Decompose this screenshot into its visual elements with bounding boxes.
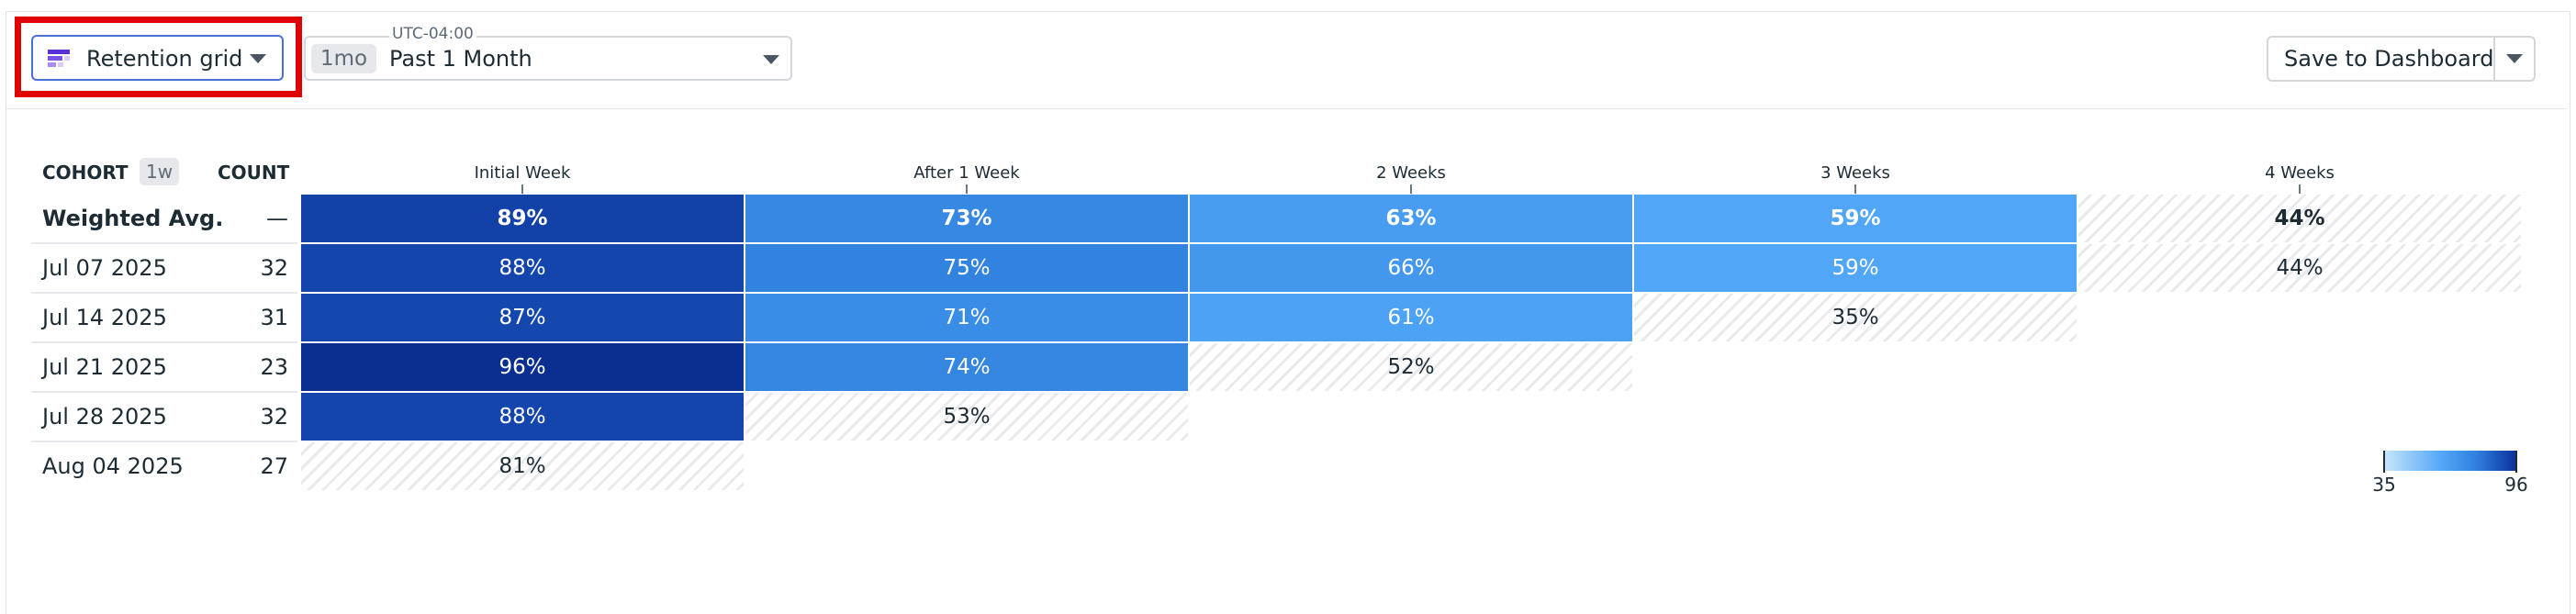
- retention-cell[interactable]: 44%: [2078, 244, 2521, 292]
- visualization-select[interactable]: Retention grid: [31, 35, 284, 81]
- time-range-badge: 1mo: [311, 44, 377, 73]
- retention-cell[interactable]: 96%: [301, 343, 744, 391]
- save-separator: [2493, 38, 2495, 80]
- save-label: Save to Dashboard: [2284, 46, 2494, 72]
- save-button-group: Save to Dashboard: [2267, 36, 2536, 82]
- column-tick: [1854, 184, 1856, 194]
- column-tick: [2299, 184, 2301, 194]
- save-to-dashboard-button[interactable]: Save to Dashboard: [2268, 38, 2493, 80]
- time-range-select[interactable]: 1mo Past 1 Month: [304, 36, 792, 81]
- cohort-count: 27: [260, 453, 288, 479]
- cohort-count: —: [266, 206, 288, 231]
- retention-cell[interactable]: 59%: [1634, 244, 2077, 292]
- retention-cell[interactable]: 87%: [301, 294, 744, 341]
- cohort-label: Aug 04 2025: [42, 453, 184, 479]
- retention-cell[interactable]: 75%: [745, 244, 1188, 292]
- column-header: Initial Week: [474, 163, 571, 183]
- period-badge[interactable]: 1w: [140, 158, 180, 185]
- row-separator: [31, 341, 297, 343]
- legend-min-label: 35: [2372, 474, 2396, 496]
- toolbar-divider: [6, 108, 2568, 109]
- row-separator: [31, 391, 297, 393]
- count-header: COUNT: [218, 162, 290, 184]
- cohort-label: Jul 21 2025: [42, 354, 167, 380]
- cohort-label: Jul 07 2025: [42, 255, 167, 281]
- column-tick: [966, 184, 968, 194]
- column-header: 4 Weeks: [2265, 163, 2335, 183]
- row-separator: [31, 292, 297, 294]
- color-legend-bar: [2383, 451, 2517, 471]
- legend-max-label: 96: [2504, 474, 2528, 496]
- cohort-count: 32: [260, 404, 288, 430]
- retention-cell[interactable]: 44%: [2078, 195, 2521, 242]
- column-tick: [521, 184, 523, 194]
- highlight-box: [15, 17, 302, 97]
- retention-cell[interactable]: 35%: [1634, 294, 2077, 341]
- time-range-label: Past 1 Month: [389, 46, 532, 72]
- retention-cell[interactable]: 52%: [1190, 343, 1632, 391]
- chevron-down-icon: [763, 55, 779, 64]
- retention-cell[interactable]: 59%: [1634, 195, 2077, 242]
- cohort-header: COHORT: [42, 162, 129, 184]
- retention-cell[interactable]: 63%: [1190, 195, 1632, 242]
- legend-min-tick: [2383, 451, 2385, 473]
- column-header: After 1 Week: [913, 163, 1020, 183]
- retention-cell[interactable]: 88%: [301, 393, 744, 441]
- retention-cell[interactable]: 81%: [301, 442, 744, 490]
- row-separator: [31, 441, 297, 442]
- column-header: 2 Weeks: [1376, 163, 1446, 183]
- timezone-label: UTC-04:00: [389, 25, 476, 43]
- cohort-count: 31: [260, 305, 288, 330]
- visualization-label: Retention grid: [86, 46, 243, 72]
- retention-cell[interactable]: 73%: [745, 195, 1188, 242]
- retention-cell[interactable]: 88%: [301, 244, 744, 292]
- retention-cell[interactable]: 66%: [1190, 244, 1632, 292]
- save-options-button[interactable]: [2495, 38, 2534, 80]
- retention-grid-icon: [48, 50, 70, 67]
- chevron-down-icon: [250, 54, 266, 63]
- retention-cell[interactable]: 89%: [301, 195, 744, 242]
- row-separator: [31, 242, 297, 244]
- retention-cell[interactable]: 74%: [745, 343, 1188, 391]
- legend-max-tick: [2515, 451, 2517, 473]
- cohort-label: Jul 14 2025: [42, 305, 167, 330]
- cohort-count: 23: [260, 354, 288, 380]
- retention-cell[interactable]: 71%: [745, 294, 1188, 341]
- column-tick: [1410, 184, 1412, 194]
- cohort-label: Weighted Avg.: [42, 206, 224, 231]
- retention-cell[interactable]: 61%: [1190, 294, 1632, 341]
- cohort-label: Jul 28 2025: [42, 404, 167, 430]
- column-header: 3 Weeks: [1820, 163, 1890, 183]
- retention-cell[interactable]: 53%: [745, 393, 1188, 441]
- cohort-count: 32: [260, 255, 288, 281]
- chevron-down-icon: [2506, 54, 2523, 63]
